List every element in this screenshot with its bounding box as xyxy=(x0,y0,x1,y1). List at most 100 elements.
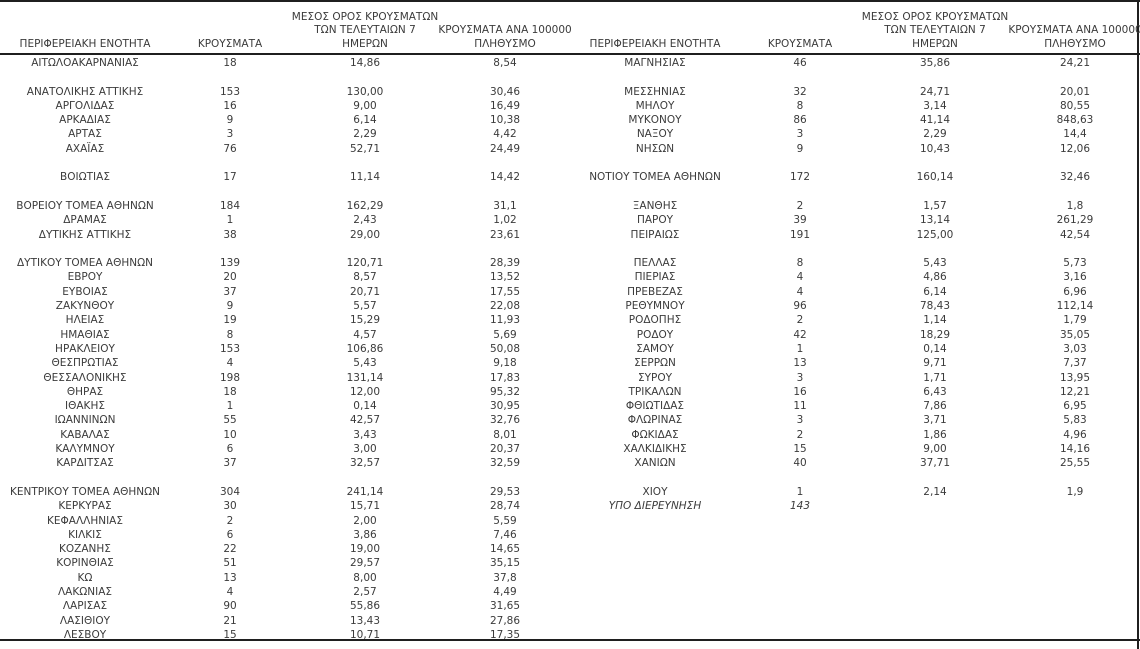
cell-cases xyxy=(740,242,860,256)
cell-cases: 55 xyxy=(223,414,237,427)
cell-per100k: 4,42 xyxy=(493,128,517,141)
cell-avg7: 18,29 xyxy=(919,328,951,341)
table-row: ΠΙΕΡΙΑΣ 4 4,86 3,16 xyxy=(570,270,1140,284)
cell-region: ΚΑΒΑΛΑΣ xyxy=(60,428,110,441)
column-header-region-label: ΠΕΡΙΦΕΡΕΙΑΚΗ ΕΝΟΤΗΤΑ xyxy=(589,37,721,50)
cell-region xyxy=(0,156,170,170)
cell-cases: 3 xyxy=(796,371,804,384)
cell-per100k: 28,74 xyxy=(489,500,521,513)
cell-avg7: 2,29 xyxy=(353,128,377,141)
cell-cases: 153 xyxy=(219,342,241,355)
cell-cases: 9 xyxy=(226,114,234,127)
cell-avg7: 3,43 xyxy=(353,428,377,441)
cell-per100k: 23,61 xyxy=(489,228,521,241)
cell-region: ΗΜΑΘΙΑΣ xyxy=(60,328,110,341)
column-header-region: ΠΕΡΙΦΕΡΕΙΑΚΗ ΕΝΟΤΗΤΑ xyxy=(570,2,740,53)
cell-avg7: 2,14 xyxy=(923,485,947,498)
cell-avg7: 9,00 xyxy=(353,99,377,112)
cell-per100k: 29,53 xyxy=(489,485,521,498)
table-row-spacer xyxy=(570,70,1140,84)
table-row: ΘΗΡΑΣ 18 12,00 95,32 xyxy=(0,385,570,399)
right-border-line xyxy=(1137,0,1139,649)
cell-cases: 2 xyxy=(796,199,804,212)
cell-region: ΚΙΛΚΙΣ xyxy=(68,528,102,541)
cell-region: ΣΑΜΟΥ xyxy=(636,342,674,355)
table-row: ΘΕΣΣΑΛΟΝΙΚΗΣ 198 131,14 17,83 xyxy=(0,371,570,385)
cell-cases: 86 xyxy=(793,114,807,127)
cell-cases: 1 xyxy=(226,214,234,227)
cell-region xyxy=(570,242,740,256)
cell-per100k: 20,37 xyxy=(489,443,521,456)
cell-cases: 38 xyxy=(223,228,237,241)
cell-region: ΝΗΣΩΝ xyxy=(635,142,675,155)
cell-per100k: 1,9 xyxy=(1066,485,1084,498)
cell-per100k: 17,55 xyxy=(489,285,521,298)
cell-cases: 40 xyxy=(793,457,807,470)
cell-region: ΤΡΙΚΑΛΩΝ xyxy=(628,385,682,398)
cell-cases: 1 xyxy=(226,400,234,413)
cell-per100k xyxy=(1010,471,1140,485)
table-row: ΧΙΟΥ 1 2,14 1,9 xyxy=(570,485,1140,499)
cell-avg7: 19,00 xyxy=(349,543,381,556)
cell-avg7: 32,57 xyxy=(349,457,381,470)
cell-per100k: 11,93 xyxy=(489,314,521,327)
cell-cases: 6 xyxy=(226,443,234,456)
table-row: ΡΟΔΟΠΗΣ 2 1,14 1,79 xyxy=(570,313,1140,327)
table-row-spacer xyxy=(0,185,570,199)
table-row: ΚΙΛΚΙΣ 6 3,86 7,46 xyxy=(0,528,570,542)
cell-avg7 xyxy=(860,70,1010,84)
table-row: ΝΗΣΩΝ 9 10,43 12,06 xyxy=(570,142,1140,156)
cell-cases: 20 xyxy=(223,271,237,284)
cell-per100k: 13,95 xyxy=(1059,371,1091,384)
cell-cases: 13 xyxy=(793,357,807,370)
cell-per100k: 7,46 xyxy=(493,528,517,541)
table-row: ΣΕΡΡΩΝ 13 9,71 7,37 xyxy=(570,356,1140,370)
table-row: ΕΒΡΟΥ 20 8,57 13,52 xyxy=(0,270,570,284)
cell-region xyxy=(0,70,170,84)
cell-cases: 304 xyxy=(219,485,241,498)
table-row: ΛΑΣΙΘΙΟΥ 21 13,43 27,86 xyxy=(0,614,570,628)
cell-avg7: 120,71 xyxy=(346,257,384,270)
cell-cases: 2 xyxy=(796,428,804,441)
cell-region xyxy=(0,242,170,256)
cell-per100k: 5,73 xyxy=(1063,257,1087,270)
cell-region: ΚΕΦΑΛΛΗΝΙΑΣ xyxy=(47,514,123,527)
cell-avg7: 5,43 xyxy=(353,357,377,370)
cell-cases: 3 xyxy=(796,414,804,427)
table-row: ΚΕΦΑΛΛΗΝΙΑΣ 2 2,00 5,59 xyxy=(0,514,570,528)
column-header-cases: ΚΡΟΥΣΜΑΤΑ xyxy=(170,2,290,53)
cell-avg7 xyxy=(860,156,1010,170)
cell-avg7: 131,14 xyxy=(346,371,384,384)
cell-per100k: 8,54 xyxy=(493,57,517,69)
cell-avg7: 15,71 xyxy=(349,500,381,513)
cell-region: ΘΕΣΠΡΩΤΙΑΣ xyxy=(51,357,119,370)
cell-region xyxy=(570,70,740,84)
cell-per100k: 32,76 xyxy=(489,414,521,427)
cell-avg7: 24,71 xyxy=(919,85,951,98)
cell-region: ΡΕΘΥΜΝΟΥ xyxy=(625,300,685,313)
cell-per100k xyxy=(440,185,570,199)
table-row: ΛΑΚΩΝΙΑΣ 4 2,57 4,49 xyxy=(0,585,570,599)
cell-cases: 143 xyxy=(789,500,811,513)
table-row: ΚΑΛΥΜΝΟΥ 6 3,00 20,37 xyxy=(0,442,570,456)
cell-cases xyxy=(170,185,290,199)
cell-avg7: 14,86 xyxy=(349,57,381,69)
column-header-region-label: ΠΕΡΙΦΕΡΕΙΑΚΗ ΕΝΟΤΗΤΑ xyxy=(19,37,151,50)
cell-avg7 xyxy=(860,471,1010,485)
cell-cases: 19 xyxy=(223,314,237,327)
cell-region: ΑΧΑΪΑΣ xyxy=(65,142,105,155)
cell-per100k: 848,63 xyxy=(1056,114,1094,127)
table-row: ΒΟΙΩΤΙΑΣ 17 11,14 14,42 xyxy=(0,170,570,184)
cell-avg7: 12,00 xyxy=(349,385,381,398)
cell-cases: 30 xyxy=(223,500,237,513)
cell-per100k: 30,95 xyxy=(489,400,521,413)
cell-cases: 18 xyxy=(223,57,237,69)
cell-region: ΜΗΛΟΥ xyxy=(635,99,675,112)
cell-region: ΥΠΟ ΔΙΕΡΕΥΝΗΣΗ xyxy=(608,500,702,513)
cell-avg7: 106,86 xyxy=(346,342,384,355)
cell-per100k: 10,38 xyxy=(489,114,521,127)
cell-avg7: 29,57 xyxy=(349,557,381,570)
cell-avg7: 241,14 xyxy=(346,485,384,498)
cell-region: ΧΑΝΙΩΝ xyxy=(634,457,676,470)
table-row: ΙΘΑΚΗΣ 1 0,14 30,95 xyxy=(0,399,570,413)
